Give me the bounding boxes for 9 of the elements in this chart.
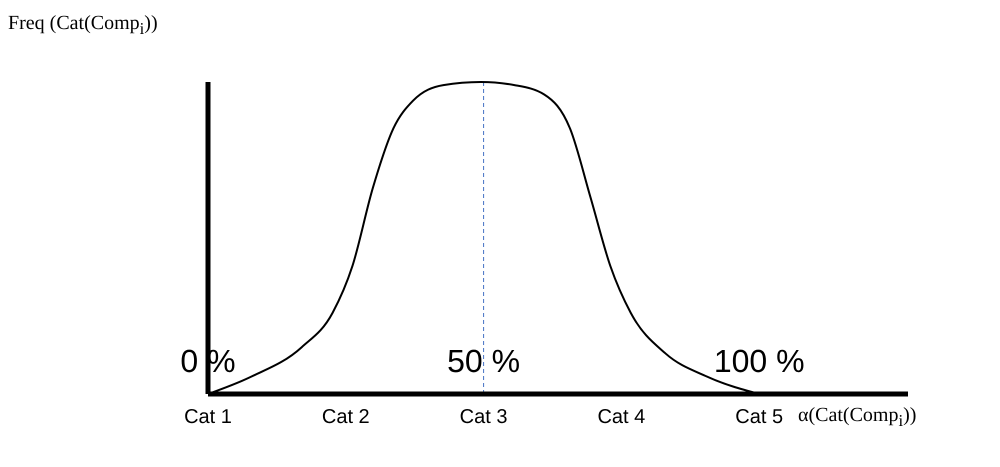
x-tick-label: 50 %	[447, 343, 520, 379]
text: Cat 5	[734, 406, 784, 429]
text: Cat 4	[596, 406, 646, 429]
x-tick-label: 100 %	[714, 343, 805, 379]
y-axis-title: Freq (Cat(Comp$_{i}$))	[8, 12, 158, 39]
x-axis-title: α(Cat(Comp$_{i}$))	[798, 404, 916, 431]
text: Cat 3	[458, 406, 508, 429]
text: Cat 1	[183, 406, 233, 429]
text: Cat 2	[320, 406, 371, 429]
